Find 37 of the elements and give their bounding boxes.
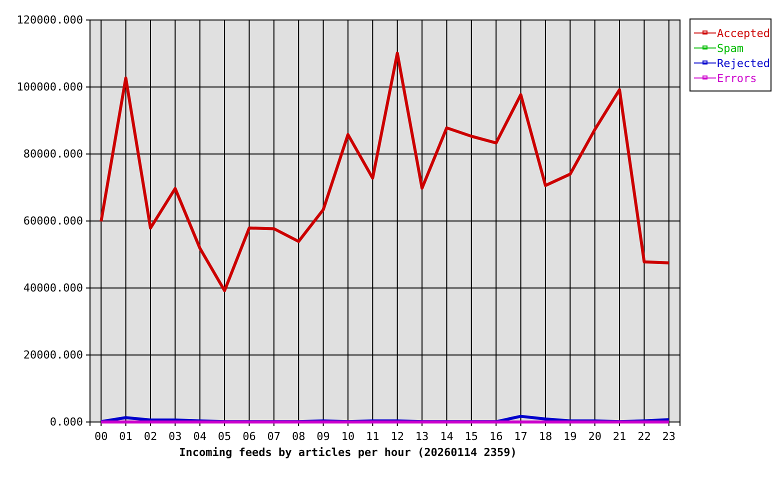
- x-tick-label: 09: [316, 430, 330, 443]
- y-tick-label: 100000.000: [16, 80, 83, 94]
- x-tick-label: 08: [292, 430, 306, 443]
- legend-label: Accepted: [717, 27, 770, 40]
- x-tick-label: 13: [415, 430, 429, 443]
- x-tick-label: 04: [193, 430, 207, 443]
- y-tick-label: 40000.000: [23, 282, 83, 295]
- y-tick-label: 20000.000: [23, 348, 83, 362]
- x-tick-label: 16: [489, 430, 503, 443]
- x-tick-label: 05: [218, 430, 232, 443]
- x-tick-label: 01: [119, 430, 132, 443]
- x-tick-label: 02: [144, 430, 158, 443]
- legend-label: Spam: [717, 42, 744, 55]
- x-tick-label: 21: [612, 430, 626, 443]
- line-series: [100, 52, 670, 292]
- x-tick-label: 14: [440, 430, 454, 443]
- x-tick-label: 18: [538, 430, 552, 443]
- x-tick-label: 12: [390, 430, 404, 443]
- x-tick-label: 23: [662, 430, 676, 443]
- x-tick-label: 11: [366, 430, 380, 443]
- y-tick-label: 80000.000: [23, 148, 83, 161]
- x-tick-label: 22: [638, 430, 651, 443]
- x-tick-label: 15: [464, 430, 478, 443]
- x-tick-label: 19: [564, 430, 577, 443]
- x-tick-label: 20: [588, 430, 602, 443]
- y-tick-label: 60000.000: [23, 214, 83, 228]
- x-axis-title: Incoming feeds by articles per hour (20260114 2359): [179, 446, 517, 459]
- x-tick-label: 03: [168, 430, 182, 443]
- x-tick-label: 07: [267, 430, 281, 443]
- legend-label: Errors: [717, 72, 757, 85]
- x-tick-label: 10: [341, 430, 355, 443]
- legend-label: Rejected: [717, 57, 770, 70]
- y-tick-label: 0.000: [50, 416, 83, 429]
- x-tick-label: 00: [94, 430, 108, 443]
- x-tick-label: 17: [514, 430, 528, 443]
- y-tick-label: 120000.000: [16, 14, 83, 27]
- x-tick-label: 06: [242, 430, 256, 443]
